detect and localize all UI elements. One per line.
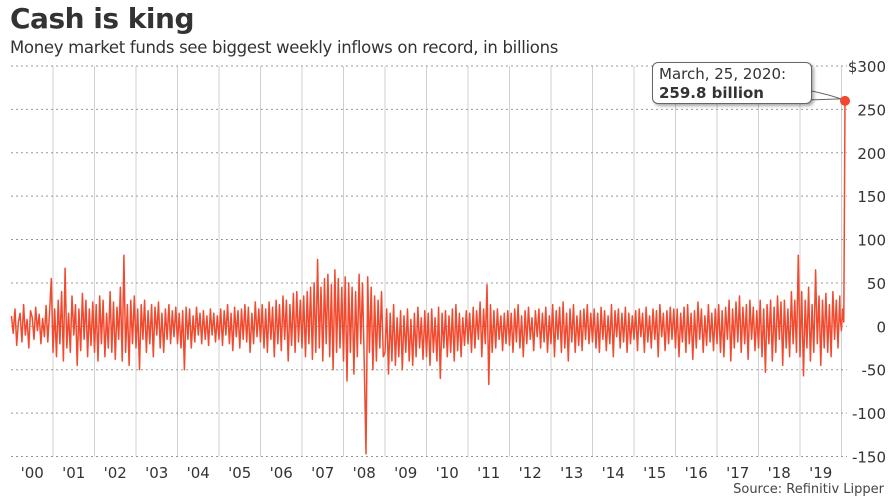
x-tick-label: '10 bbox=[436, 464, 459, 482]
x-tick-label: '07 bbox=[311, 464, 334, 482]
y-tick-label: 100 bbox=[857, 232, 886, 250]
x-tick-label: '17 bbox=[726, 464, 749, 482]
series-line bbox=[10, 100, 846, 455]
x-tick-label: '18 bbox=[768, 464, 791, 482]
x-tick-label: '19 bbox=[809, 464, 832, 482]
x-tick-label: '13 bbox=[560, 464, 583, 482]
x-tick-label: '02 bbox=[104, 464, 127, 482]
y-tick-label: -150 bbox=[852, 449, 886, 467]
x-tick-label: '06 bbox=[270, 464, 293, 482]
x-tick-label: '12 bbox=[519, 464, 542, 482]
x-tick-label: '09 bbox=[394, 464, 417, 482]
x-tick-label: '03 bbox=[145, 464, 168, 482]
peak-annotation: March, 25, 2020: 259.8 billion bbox=[652, 62, 812, 104]
x-tick-label: '04 bbox=[187, 464, 210, 482]
x-tick-label: '01 bbox=[62, 464, 85, 482]
y-tick-label: 50 bbox=[867, 275, 886, 293]
y-tick-label: -100 bbox=[852, 405, 886, 423]
annotation-date: March, 25, 2020: bbox=[659, 65, 787, 83]
y-tick-label: -50 bbox=[862, 362, 887, 380]
y-tick-label: 150 bbox=[857, 188, 886, 206]
annotation-value: 259.8 billion bbox=[659, 84, 764, 102]
y-tick-label: $300 bbox=[848, 58, 886, 76]
y-tick-label: 250 bbox=[857, 101, 886, 119]
x-tick-label: '14 bbox=[602, 464, 625, 482]
chart-subtitle: Money market funds see biggest weekly in… bbox=[10, 38, 559, 57]
y-tick-label: 200 bbox=[857, 145, 886, 163]
x-tick-label: '00 bbox=[21, 464, 44, 482]
x-tick-label: '05 bbox=[228, 464, 251, 482]
x-tick-label: '11 bbox=[477, 464, 500, 482]
source-note: Source: Refinitiv Lipper bbox=[733, 482, 884, 497]
y-tick-label: 0 bbox=[876, 318, 886, 336]
x-tick-label: '16 bbox=[685, 464, 708, 482]
peak-marker bbox=[840, 95, 850, 106]
chart-title: Cash is king bbox=[10, 2, 195, 35]
x-tick-label: '08 bbox=[353, 464, 376, 482]
x-tick-label: '15 bbox=[643, 464, 666, 482]
